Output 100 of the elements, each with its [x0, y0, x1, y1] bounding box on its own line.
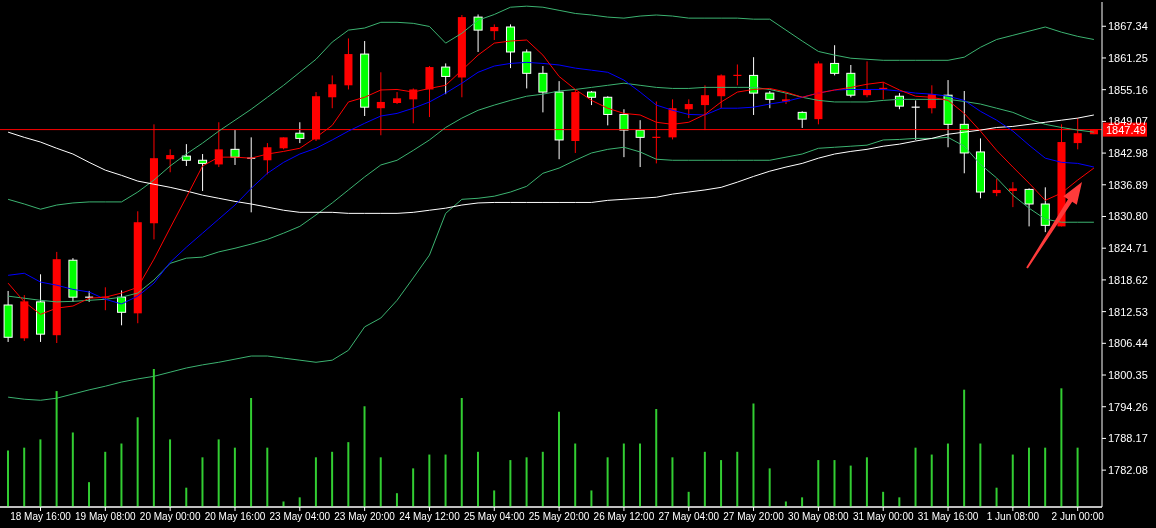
- candlestick: [684, 98, 693, 119]
- bar: [963, 389, 966, 507]
- candlestick: [473, 13, 483, 53]
- bar: [395, 493, 398, 507]
- bar: [120, 443, 123, 507]
- bar: [88, 482, 91, 507]
- bar: [655, 409, 658, 507]
- bar: [39, 439, 42, 507]
- bar: [250, 397, 253, 507]
- bar: [460, 397, 463, 507]
- candlestick: [230, 129, 240, 166]
- bar: [1011, 454, 1014, 507]
- bar: [1044, 447, 1047, 507]
- bar: [833, 460, 836, 507]
- x-tick-label: 2 Jun 00:00: [1051, 511, 1105, 523]
- bar: [590, 490, 593, 507]
- x-tick-label: 25 May 20:00: [528, 511, 590, 523]
- bar: [185, 487, 188, 507]
- x-tick-label: 18 May 16:00: [10, 511, 72, 523]
- bar: [493, 490, 496, 507]
- candlestick: [263, 142, 272, 175]
- bar: [104, 451, 107, 507]
- candlestick: [1024, 187, 1034, 227]
- bar: [865, 457, 868, 507]
- y-tick-label: 1782.08: [1108, 464, 1148, 477]
- bar: [817, 460, 820, 507]
- bar: [1027, 447, 1030, 507]
- bar: [428, 454, 431, 507]
- candlestick: [619, 108, 629, 158]
- bar: [946, 443, 949, 507]
- x-tick-label: 27 May 04:00: [658, 511, 720, 523]
- x-tick-label: 31 May 00:00: [852, 511, 914, 523]
- bar: [152, 369, 155, 507]
- y-tick-label: 1836.89: [1108, 178, 1148, 191]
- candlestick: [181, 143, 191, 167]
- x-tick-label: 19 May 08:00: [75, 511, 137, 523]
- candlestick: [425, 65, 434, 118]
- candlestick: [198, 153, 208, 192]
- candlestick: [1008, 181, 1017, 208]
- y-tick-label: 1818.62: [1108, 273, 1148, 286]
- x-tick-label: 26 May 12:00: [593, 511, 655, 523]
- bar: [379, 457, 382, 507]
- y-tick-label: 1855.16: [1108, 83, 1148, 96]
- bar: [558, 411, 560, 507]
- bar: [541, 451, 544, 507]
- bar: [233, 447, 236, 507]
- x-tick-label: 27 May 20:00: [723, 511, 785, 523]
- candlestick: [830, 44, 840, 76]
- candlestick: [393, 91, 402, 105]
- x-tick-label: 23 May 20:00: [334, 511, 396, 523]
- bar: [7, 450, 9, 507]
- bar: [298, 497, 301, 507]
- y-tick-label: 1861.25: [1108, 51, 1148, 64]
- bar: [639, 443, 642, 507]
- y-tick-label: 1806.44: [1108, 337, 1148, 350]
- bar: [914, 447, 917, 507]
- bar: [1076, 447, 1079, 507]
- bar: [1060, 388, 1063, 507]
- x-tick-label: 25 May 04:00: [463, 511, 526, 523]
- y-tick-label: 1800.35: [1108, 368, 1148, 381]
- x-tick-label: 24 May 12:00: [399, 511, 461, 523]
- bar: [217, 439, 220, 507]
- bar: [169, 439, 172, 507]
- bar: [882, 491, 885, 507]
- bar: [720, 460, 723, 507]
- y-tick-label: 1788.17: [1108, 432, 1148, 445]
- x-tick-label: 23 May 04:00: [269, 511, 331, 523]
- bar: [995, 487, 998, 507]
- candlestick: [328, 74, 337, 109]
- bar: [574, 443, 577, 507]
- candlestick: [717, 73, 726, 109]
- line-series: [7, 5, 1095, 210]
- bar: [736, 451, 739, 507]
- x-tick-label: 1 Jun 08:00: [986, 511, 1040, 523]
- bar: [509, 460, 512, 507]
- y-tick-label: 1842.98: [1108, 146, 1148, 159]
- bar: [363, 406, 366, 507]
- candlestick: [522, 48, 532, 89]
- bar: [752, 403, 755, 507]
- candlestick: [1073, 117, 1082, 150]
- bar: [784, 501, 787, 507]
- candlestick: [166, 148, 175, 173]
- bar: [331, 451, 334, 507]
- bar: [979, 443, 982, 507]
- y-tick-label: 1867.34: [1108, 20, 1148, 33]
- bar: [266, 447, 269, 507]
- bar: [136, 417, 139, 507]
- bar: [898, 497, 901, 507]
- bar: [314, 457, 317, 507]
- bar: [412, 468, 415, 507]
- bar: [768, 468, 771, 507]
- candlestick: [846, 64, 856, 98]
- bar: [801, 497, 804, 507]
- bar: [622, 443, 625, 507]
- x-tick-label: 20 May 00:00: [139, 511, 201, 523]
- bar: [849, 465, 852, 507]
- y-tick-label: 1824.71: [1108, 242, 1148, 255]
- y-tick-label: 1830.80: [1108, 210, 1148, 223]
- bar: [23, 447, 26, 507]
- candlestick: [295, 121, 305, 144]
